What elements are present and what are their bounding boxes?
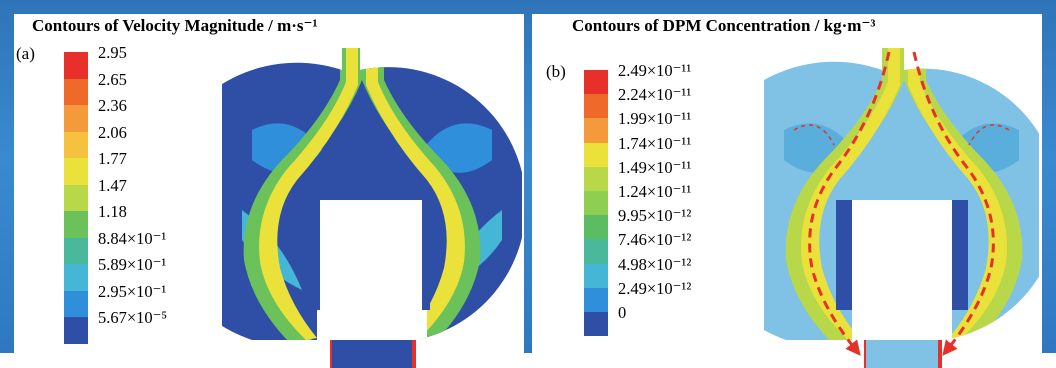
- dpm-legend-label: 2.24×10⁻¹¹: [618, 85, 692, 105]
- dpm-contour-plot: [764, 48, 1039, 368]
- velocity-legend-swatch: [64, 317, 88, 344]
- dpm-legend-swatch: [584, 70, 608, 95]
- dpm-legend-swatch: [584, 312, 608, 337]
- velocity-legend-swatch: [64, 131, 88, 158]
- velocity-title: Contours of Velocity Magnitude / m·s⁻¹: [32, 16, 318, 35]
- dpm-panel: Contours of DPM Concentration / kg·m⁻³ (…: [532, 14, 1042, 368]
- velocity-legend-swatch: [64, 52, 88, 79]
- panel-a-tag: (a): [16, 44, 35, 63]
- dpm-legend-swatch: [584, 94, 608, 119]
- dpm-legend-label: 1.99×10⁻¹¹: [618, 109, 692, 129]
- dpm-legend-swatch: [584, 166, 608, 191]
- velocity-legend-swatch: [64, 211, 88, 238]
- velocity-legend-swatch: [64, 184, 88, 211]
- velocity-legend-swatch: [64, 78, 88, 105]
- dpm-legend-swatch: [584, 118, 608, 143]
- dpm-legend-swatch: [584, 215, 608, 240]
- velocity-contour-plot: [222, 48, 522, 368]
- velocity-legend-swatch: [64, 290, 88, 317]
- velocity-legend-label: 2.95×10⁻¹: [98, 281, 167, 301]
- dpm-legend-swatch: [584, 191, 608, 216]
- dpm-legend-swatch: [584, 287, 608, 312]
- dpm-legend-label: 0: [618, 303, 627, 322]
- velocity-legend-label: 2.06: [98, 122, 127, 142]
- velocity-legend-label: 5.89×10⁻¹: [98, 255, 167, 274]
- dpm-legend-swatch: [584, 142, 608, 167]
- dpm-legend-label: 1.49×10⁻¹¹: [618, 157, 692, 177]
- velocity-legend-label: 2.36: [98, 96, 127, 115]
- panel-b-tag: (b): [546, 62, 566, 81]
- velocity-legend-label: 8.84×10⁻¹: [98, 228, 167, 248]
- velocity-legend-swatch: [64, 237, 88, 264]
- dpm-legend-label: 4.98×10⁻¹²: [618, 254, 692, 274]
- velocity-legend-swatch: [64, 105, 88, 132]
- dpm-legend-label: 1.74×10⁻¹¹: [618, 133, 692, 153]
- velocity-legend-label: 1.47: [98, 175, 127, 195]
- dpm-legend-swatch: [584, 239, 608, 264]
- velocity-legend-label: 1.18: [98, 202, 127, 221]
- dpm-legend-label: 2.49×10⁻¹²: [618, 278, 692, 298]
- dpm-legend-label: 1.24×10⁻¹¹: [618, 182, 692, 201]
- velocity-legend-label: 2.95: [98, 43, 127, 62]
- velocity-legend-swatch: [64, 158, 88, 185]
- dpm-legend-label: 7.46×10⁻¹²: [618, 230, 692, 250]
- velocity-legend-label: 1.77: [98, 149, 127, 168]
- dpm-title: Contours of DPM Concentration / kg·m⁻³: [572, 16, 876, 35]
- velocity-panel: Contours of Velocity Magnitude / m·s⁻¹ (…: [14, 14, 524, 368]
- dpm-legend-label: 9.95×10⁻¹²: [618, 206, 692, 226]
- dpm-legend-label: 2.49×10⁻¹¹: [618, 61, 692, 80]
- dpm-legend-swatch: [584, 263, 608, 288]
- velocity-legend-label: 5.67×10⁻⁵: [98, 308, 168, 327]
- velocity-legend-label: 2.65: [98, 69, 127, 89]
- velocity-legend-swatch: [64, 264, 88, 291]
